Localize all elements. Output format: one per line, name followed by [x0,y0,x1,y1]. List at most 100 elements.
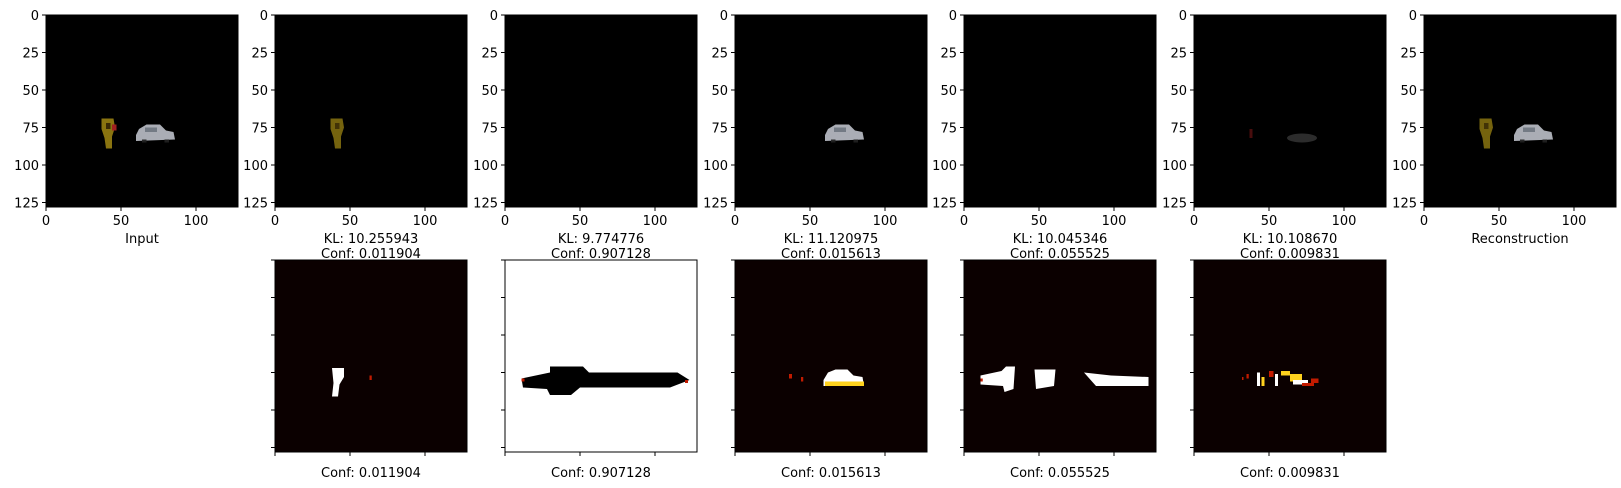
mask-region [980,378,983,382]
image-panel [735,15,927,207]
top-panel-1: 0 50 100 0 25 50 75 100 125 Input [14,9,239,247]
object-b-window-mark [1523,127,1535,132]
bottom-panel-1: Conf: 0.011904 [271,259,468,481]
y-tick-label: 25 [940,47,957,62]
y-tick-label: 0 [31,9,39,24]
x-tick-label: 50 [342,214,359,229]
mask-background [1194,260,1386,452]
mask-region [1242,377,1244,380]
x-tick-label: 100 [1102,214,1127,229]
y-tick-label: 25 [1400,47,1417,62]
image-panel [1424,15,1616,207]
x-tick-label: 0 [42,214,50,229]
x-tick-label: 100 [873,214,898,229]
mask-region [521,378,525,382]
mask-region [1246,374,1249,379]
bottom-panel-2: Conf: 0.907128 [501,259,698,481]
mask-region [685,380,688,383]
mask-background [735,260,927,452]
panel-label: KL: 9.774776 [558,232,644,247]
mask-region [825,381,864,386]
object-b-wheel-mark [164,139,169,143]
object-b-wheel-mark [853,139,858,143]
mask-region [789,374,792,379]
y-tick-label: 0 [490,9,498,24]
x-tick-label: 0 [731,214,739,229]
panel-frame [274,14,468,208]
x-tick-label: 100 [413,214,438,229]
y-tick-label: 125 [243,197,268,212]
y-tick-label: 50 [251,84,268,99]
y-tick-label: 50 [1170,84,1187,99]
y-tick-label: 75 [251,122,268,137]
object-a-red-mark [112,124,117,131]
y-tick-label: 25 [481,47,498,62]
x-tick-label: 50 [802,214,819,229]
image-panel [505,15,697,207]
y-tick-label: 75 [1400,122,1417,137]
panel-label: Conf: 0.055525 [1010,247,1110,262]
panel-label: KL: 10.108670 [1243,232,1338,247]
y-tick-label: 50 [1400,84,1417,99]
y-tick-label: 125 [1392,197,1417,212]
object-a-detail-mark [106,123,111,129]
x-tick-label: 50 [113,214,130,229]
mask-region [369,375,372,380]
panel-frame [504,14,698,208]
panel-label: Conf: 0.907128 [551,466,651,481]
x-tick-label: 50 [1031,214,1048,229]
mask-region [1311,378,1319,383]
y-tick-label: 0 [949,9,957,24]
top-panel-7: 0 50 100 0 25 50 75 100 125 Reconstruction [1392,9,1617,247]
mask-region [1293,380,1308,385]
image-panel [964,15,1156,207]
y-tick-label: 125 [1162,197,1187,212]
y-tick-label: 100 [703,159,728,174]
mask-region [1084,372,1149,386]
mask-region [1275,374,1278,386]
bottom-panel-4: Conf: 0.055525 [960,259,1157,481]
object-b-window-mark [145,127,157,132]
object-b-wheel-mark [142,139,147,143]
y-tick-label: 100 [1162,159,1187,174]
panel-label: Input [125,232,159,247]
mask-background [505,260,697,452]
mask-region [1281,371,1290,376]
object-a-mark [101,118,115,149]
object-b-wheel-mark [1520,139,1525,143]
mask-region [980,366,1015,392]
image-panel [1194,15,1386,207]
object-a-detail-mark [1484,123,1489,129]
panel-frame [734,259,928,453]
y-tick-label: 100 [473,159,498,174]
object-b-wheel-mark [1542,139,1547,143]
mask-region [1269,371,1274,377]
mask-region [1257,372,1260,386]
panel-label: Conf: 0.009831 [1240,466,1340,481]
y-tick-label: 0 [1409,9,1417,24]
x-tick-label: 100 [1562,214,1587,229]
bottom-panel-3: Conf: 0.015613 [731,259,928,481]
mask-region [521,366,690,395]
y-tick-label: 50 [711,84,728,99]
mask-background [964,260,1156,452]
panel-label: Conf: 0.011904 [321,247,421,262]
panel-label: Conf: 0.011904 [321,466,421,481]
object-a-mark [1479,118,1493,149]
panel-frame [1423,14,1617,208]
y-tick-label: 25 [251,47,268,62]
panel-frame [1193,259,1387,453]
panel-label: Conf: 0.015613 [781,466,881,481]
y-tick-label: 75 [711,122,728,137]
panel-label: Reconstruction [1471,232,1568,247]
image-panel [46,15,238,207]
x-tick-label: 100 [643,214,668,229]
panel-frame [504,259,698,453]
x-tick-label: 50 [572,214,589,229]
y-tick-label: 125 [473,197,498,212]
y-tick-label: 75 [1170,122,1187,137]
